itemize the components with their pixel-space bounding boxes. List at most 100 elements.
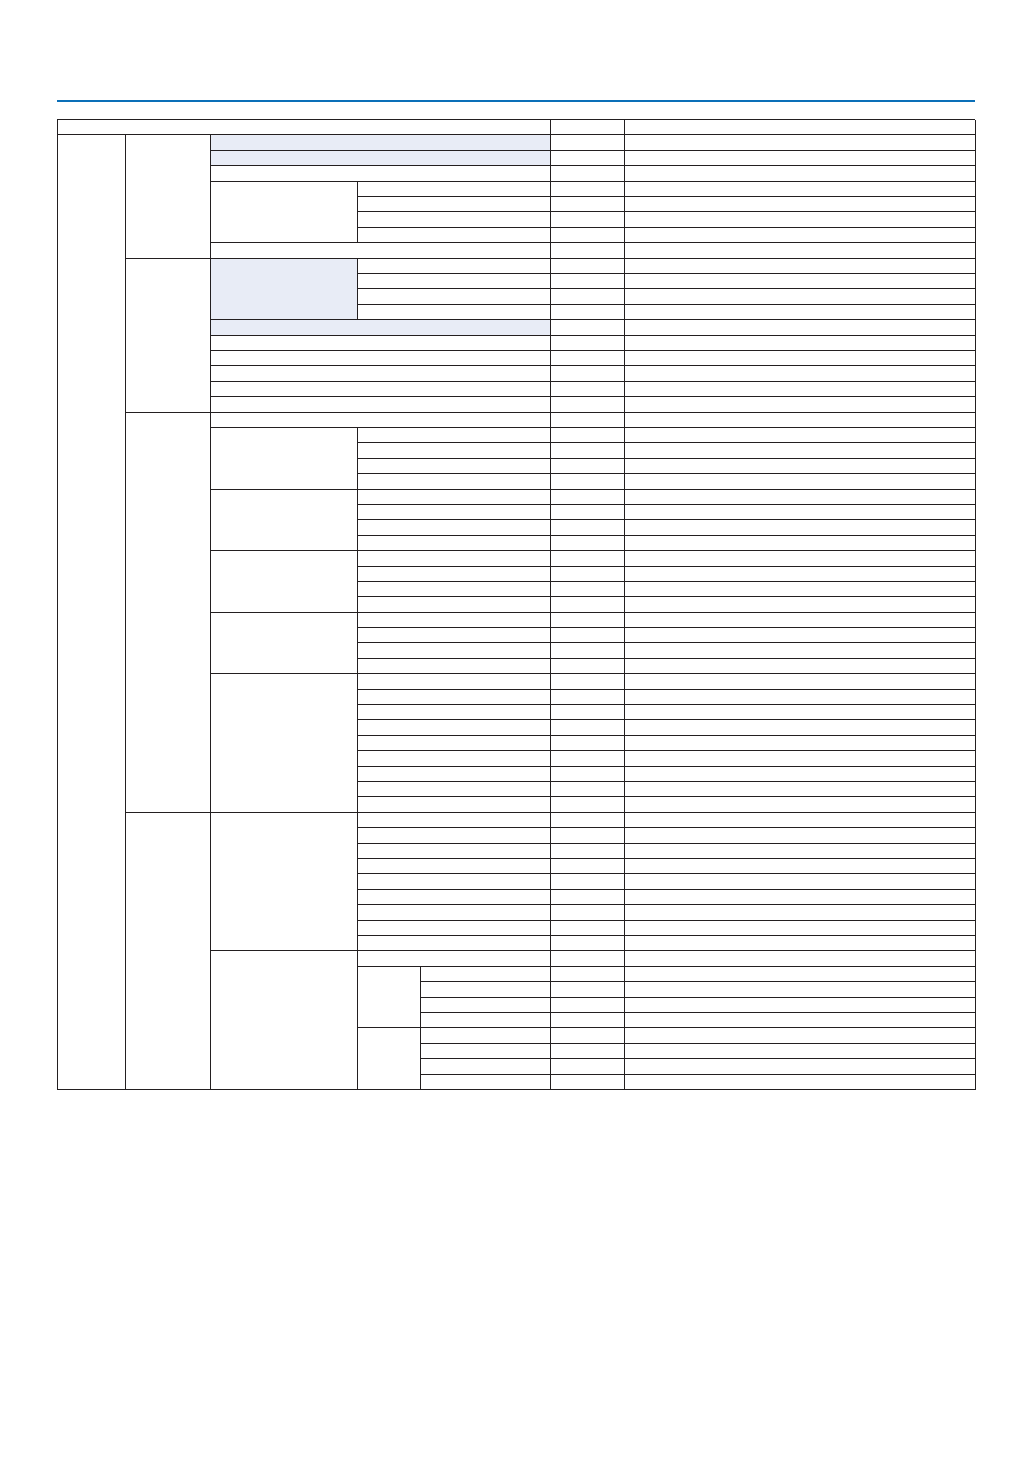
note-cell xyxy=(625,212,976,228)
value-cell xyxy=(551,951,625,967)
value-cell xyxy=(551,212,625,228)
note-cell xyxy=(625,797,976,813)
value-cell xyxy=(551,905,625,921)
value-cell xyxy=(551,689,625,706)
note-cell xyxy=(625,581,976,598)
note-cell xyxy=(625,1013,976,1029)
item-cell xyxy=(358,828,551,844)
note-cell xyxy=(625,1043,976,1060)
item-cell xyxy=(358,874,551,890)
item-cell xyxy=(211,412,551,428)
note-cell xyxy=(625,674,976,690)
value-cell xyxy=(551,658,625,675)
subgroup-cell xyxy=(211,258,358,321)
subgroup-cell xyxy=(211,951,358,1090)
note-cell xyxy=(625,489,976,505)
value-cell xyxy=(551,520,625,536)
group-cell xyxy=(126,135,211,259)
value-cell xyxy=(551,797,625,813)
value-cell xyxy=(551,166,625,182)
value-cell xyxy=(551,227,625,244)
value-cell xyxy=(551,366,625,382)
note-cell xyxy=(625,766,976,783)
note-cell xyxy=(625,474,976,490)
subgroup-cell xyxy=(211,812,358,952)
note-cell xyxy=(625,1059,976,1075)
value-cell xyxy=(551,751,625,767)
item-cell xyxy=(211,243,551,259)
note-cell xyxy=(625,166,976,182)
note-cell xyxy=(625,135,976,151)
value-cell xyxy=(551,335,625,351)
item-cell xyxy=(421,997,551,1014)
item-cell xyxy=(421,1059,551,1075)
value-cell xyxy=(551,889,625,906)
item-cell xyxy=(358,766,551,783)
note-cell xyxy=(625,304,976,321)
value-cell xyxy=(551,920,625,937)
note-cell xyxy=(625,966,976,983)
note-cell xyxy=(625,196,976,213)
value-cell xyxy=(551,1013,625,1029)
subgroup-cell xyxy=(211,612,358,675)
note-cell xyxy=(625,828,976,844)
value-cell xyxy=(551,1074,625,1090)
subgroup-cell xyxy=(211,674,358,813)
value-cell xyxy=(551,489,625,505)
item-cell xyxy=(358,628,551,644)
item-cell xyxy=(211,397,551,413)
item-cell xyxy=(358,843,551,860)
note-cell xyxy=(625,628,976,644)
note-cell xyxy=(625,366,976,382)
item-cell xyxy=(358,520,551,536)
subgroup-cell xyxy=(211,181,358,244)
item-cell xyxy=(358,504,551,521)
value-cell xyxy=(551,782,625,798)
value-cell xyxy=(551,859,625,875)
subgroup-cell xyxy=(211,427,358,490)
header-cell-item xyxy=(58,120,551,136)
group-cell xyxy=(126,258,211,413)
value-cell xyxy=(551,735,625,752)
note-cell xyxy=(625,397,976,413)
header-rule xyxy=(57,100,975,102)
group-cell xyxy=(126,412,211,813)
note-cell xyxy=(625,720,976,736)
value-cell xyxy=(551,504,625,521)
note-cell xyxy=(625,735,976,752)
item-cell xyxy=(358,689,551,706)
note-cell xyxy=(625,751,976,767)
note-cell xyxy=(625,566,976,582)
item-cell xyxy=(211,335,551,351)
value-cell xyxy=(551,196,625,213)
value-cell xyxy=(551,273,625,290)
group-cell xyxy=(126,812,211,1090)
item-cell xyxy=(358,489,551,505)
item-cell xyxy=(358,859,551,875)
note-cell xyxy=(625,936,976,952)
item-cell xyxy=(358,920,551,937)
value-cell xyxy=(551,1043,625,1060)
header-cell-setting xyxy=(551,120,625,136)
item-cell xyxy=(358,812,551,829)
item-cell xyxy=(358,643,551,659)
note-cell xyxy=(625,335,976,351)
value-cell xyxy=(551,997,625,1014)
note-cell xyxy=(625,689,976,706)
item-cell xyxy=(211,366,551,382)
note-cell xyxy=(625,320,976,336)
note-cell xyxy=(625,504,976,521)
note-cell xyxy=(625,782,976,798)
note-cell xyxy=(625,458,976,475)
note-cell xyxy=(625,1074,976,1090)
note-cell xyxy=(625,551,976,567)
subgroup-cell xyxy=(211,551,358,613)
item-cell xyxy=(358,751,551,767)
value-cell xyxy=(551,304,625,321)
item-cell xyxy=(358,612,551,629)
item-cell xyxy=(358,474,551,490)
item-cell xyxy=(358,720,551,736)
note-cell xyxy=(625,612,976,629)
note-cell xyxy=(625,705,976,721)
item-cell xyxy=(421,1074,551,1090)
